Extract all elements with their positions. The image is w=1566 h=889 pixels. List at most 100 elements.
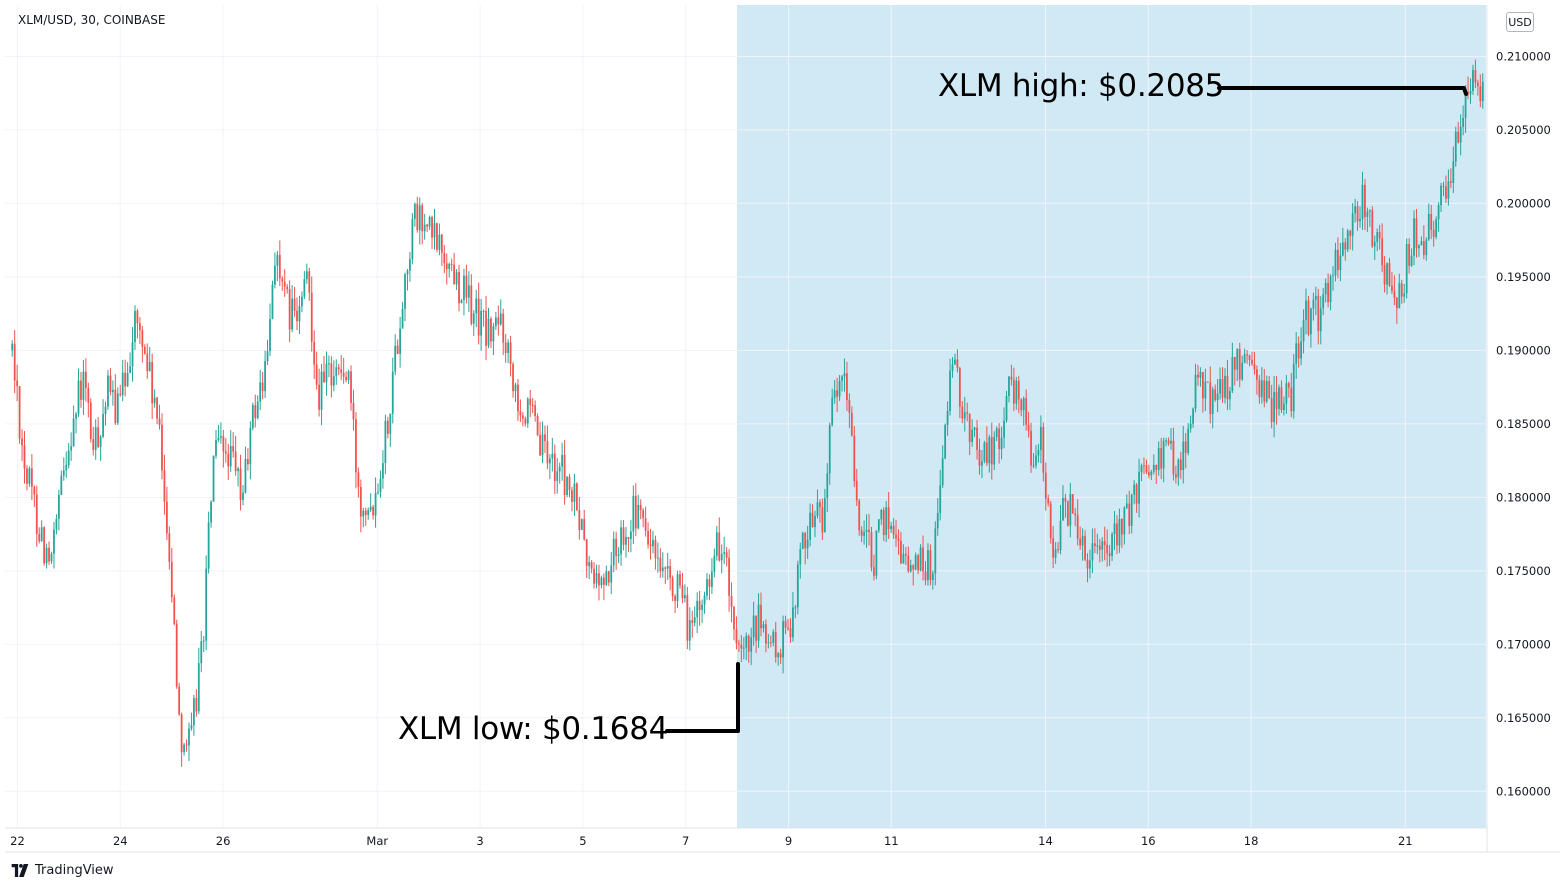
candle-body	[1420, 241, 1423, 246]
time-axis[interactable]: 22 24 26 Mar 3 5 7 9 11 14 16 18 21	[10, 834, 1412, 848]
candle-body	[1224, 375, 1226, 398]
candle-body	[639, 504, 642, 511]
x-tick-label: 22	[10, 834, 25, 848]
candle-body	[1364, 184, 1366, 217]
candle-body	[1238, 348, 1241, 380]
candle-body	[487, 318, 490, 346]
candle-body	[578, 510, 581, 530]
candle-body	[649, 544, 652, 547]
candle-body	[954, 359, 956, 365]
candle-body	[504, 342, 507, 353]
candle-body	[234, 451, 237, 472]
candle-body	[1179, 459, 1182, 471]
candle-body	[480, 310, 483, 336]
candle-body	[1270, 397, 1273, 423]
candle-body	[227, 453, 230, 467]
candle-body	[1243, 354, 1246, 363]
candle-body	[669, 566, 672, 578]
candle-body	[1302, 320, 1305, 342]
candle-body	[1464, 91, 1467, 118]
candle-body	[43, 527, 46, 564]
candle-body	[416, 203, 419, 231]
candle-body	[811, 512, 814, 528]
candle-body	[860, 530, 863, 536]
candle-body	[126, 373, 129, 387]
candle-body	[11, 343, 14, 351]
price-axis[interactable]: 0.210000 0.205000 0.200000 0.195000 0.190000…	[1496, 49, 1551, 798]
candle-body	[492, 326, 495, 342]
candle-body	[914, 555, 917, 570]
candle-body	[870, 532, 873, 568]
candle-body	[632, 495, 635, 532]
candle-body	[305, 271, 308, 280]
candle-body	[919, 547, 922, 571]
candle-body	[30, 468, 33, 487]
currency-button[interactable]: USD	[1506, 12, 1534, 32]
candle-body	[418, 205, 421, 231]
candle-body	[359, 486, 362, 517]
candle-body	[983, 442, 986, 462]
candle-body	[1184, 441, 1187, 454]
candle-body	[269, 319, 271, 352]
candle-body	[379, 478, 382, 492]
candle-body	[271, 284, 274, 320]
candle-body	[1278, 387, 1280, 409]
x-tick-label: 5	[579, 834, 586, 848]
candle-body	[1307, 300, 1310, 335]
candle-body	[1189, 423, 1192, 429]
candle-body	[1204, 381, 1207, 399]
candle-body	[659, 557, 662, 572]
candle-body	[801, 533, 804, 550]
candle-body	[153, 397, 156, 404]
candle-body	[1030, 430, 1032, 466]
candle-body	[60, 475, 63, 495]
candle-body	[718, 532, 721, 561]
candle-body	[367, 510, 370, 515]
candle-body	[566, 476, 568, 495]
candle-body	[521, 415, 524, 419]
candle-body	[1479, 86, 1482, 102]
candle-body	[404, 274, 406, 309]
candle-body	[958, 368, 961, 407]
candle-body	[833, 390, 836, 398]
high-connector	[1217, 86, 1468, 96]
candle-body	[340, 369, 343, 373]
candle-body	[1361, 184, 1364, 219]
candle-body	[151, 361, 154, 404]
candle-body	[892, 525, 895, 535]
candle-body	[865, 529, 868, 532]
candle-body	[1233, 357, 1236, 370]
tradingview-brand[interactable]: TradingView	[10, 863, 114, 878]
candle-body	[293, 298, 296, 311]
candle-body	[755, 615, 757, 641]
candle-body	[634, 495, 637, 529]
candle-body	[377, 491, 379, 494]
candle-body	[981, 461, 983, 466]
candle-body	[1332, 275, 1334, 277]
candle-body	[1393, 290, 1396, 298]
candle-body	[33, 486, 36, 495]
symbol-label[interactable]: XLM/USD, 30, COINBASE	[18, 13, 166, 27]
candle-body	[342, 372, 345, 377]
candle-body	[1049, 503, 1052, 539]
candle-body	[1054, 549, 1057, 558]
candle-body	[1052, 538, 1055, 558]
candle-body	[475, 298, 478, 314]
candle-body	[548, 458, 551, 464]
y-tick-label: 0.190000	[1496, 343, 1551, 357]
candle-body	[843, 373, 846, 377]
candle-body	[337, 367, 340, 370]
candle-body	[976, 427, 978, 450]
candle-body	[701, 604, 703, 610]
candle-body	[951, 364, 954, 371]
candle-body	[134, 310, 136, 343]
candle-body	[536, 415, 539, 436]
candle-body	[170, 561, 173, 598]
candle-body	[1253, 363, 1256, 370]
candle-body	[328, 363, 330, 365]
candle-body	[355, 419, 357, 473]
y-tick-label: 0.175000	[1496, 564, 1551, 578]
candle-body	[411, 218, 414, 260]
candle-body	[868, 529, 870, 533]
